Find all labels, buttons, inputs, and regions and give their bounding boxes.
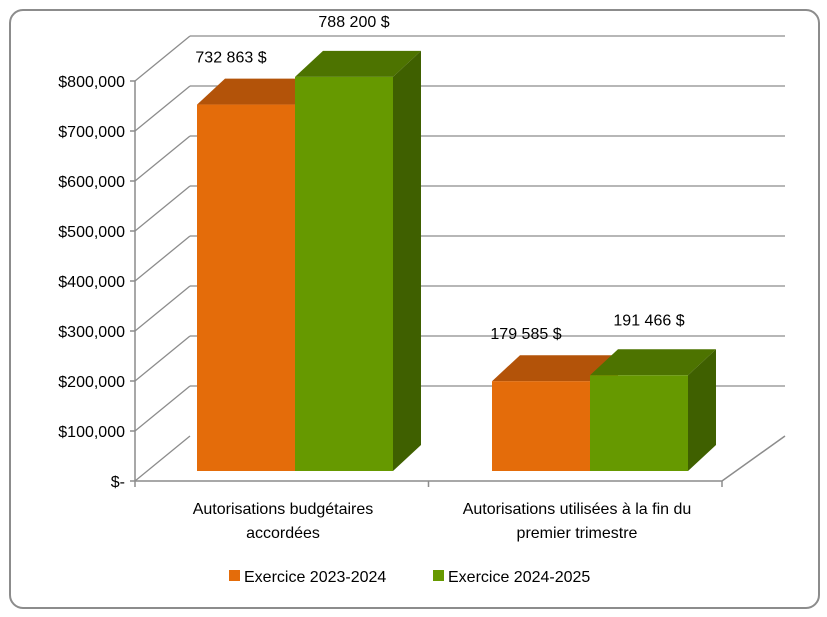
gridline-diagonal [134,35,191,82]
x-category-label: premier trimestre [517,525,638,542]
gridline-diagonal [134,85,191,132]
x-category-label: accordées [246,525,320,542]
data-label: 191 466 $ [613,312,684,329]
y-tick-label: $500,000 [58,224,125,241]
y-tick-label: $300,000 [58,324,125,341]
bar-top [295,50,421,77]
y-tick-label: $800,000 [58,74,125,91]
gridline-diagonal [134,335,191,382]
gridline-diagonal [134,135,191,182]
gridline-diagonal [134,285,191,332]
y-tick-label: $100,000 [58,424,125,441]
bar-side [393,50,421,472]
bar-top [492,355,618,382]
legend-swatch [229,570,240,581]
x-category-label: Autorisations utilisées à la fin du [463,501,692,518]
gridline-diagonal [134,185,191,232]
y-tick-label: $- [111,474,125,491]
gridline-diagonal [134,235,191,282]
gridline-diagonal [134,385,191,432]
legend-label: Exercice 2024-2025 [448,569,590,586]
y-tick-label: $700,000 [58,124,125,141]
bar [197,104,295,472]
bar [492,381,590,471]
legend-swatch [433,570,444,581]
data-label: 732 863 $ [195,50,266,67]
y-tick-label: $400,000 [58,274,125,291]
legend-label: Exercice 2023-2024 [244,569,386,586]
data-label: 179 585 $ [490,326,561,343]
bar-side [688,349,716,471]
bar-top [590,349,716,376]
bar [295,76,393,472]
y-tick-label: $600,000 [58,174,125,191]
bar [590,375,688,471]
data-label: 788 200 $ [318,14,389,31]
bar-top [197,78,323,105]
y-tick-label: $200,000 [58,374,125,391]
gridline-diagonal [134,435,191,482]
x-category-label: Autorisations budgétaires [193,501,374,518]
